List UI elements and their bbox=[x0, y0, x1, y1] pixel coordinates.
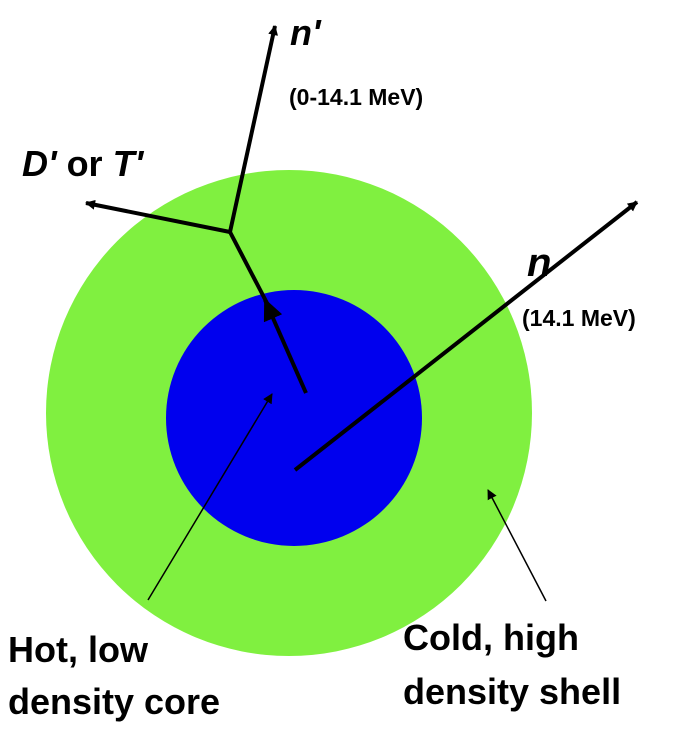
recoil-t-symbol: T' bbox=[113, 143, 145, 184]
core-to-vertex-line bbox=[228, 231, 270, 306]
recoil-ion-label: D' or T' bbox=[22, 143, 145, 184]
shell-label-line1: Cold, high bbox=[403, 617, 579, 658]
scattered-neutron-arrow bbox=[228, 25, 278, 233]
primary-neutron-energy: (14.1 MeV) bbox=[522, 305, 636, 331]
core-label-line1: Hot, low bbox=[8, 629, 149, 670]
scattered-neutron-symbol: n' bbox=[290, 12, 322, 53]
recoil-or-word: or bbox=[57, 143, 113, 184]
scattered-neutron-energy: (0-14.1 MeV) bbox=[289, 84, 423, 110]
core-callout-line bbox=[147, 393, 273, 601]
hot-core bbox=[166, 290, 422, 546]
shell-label-line2: density shell bbox=[403, 671, 621, 712]
primary-neutron-arrow bbox=[293, 200, 639, 472]
core-label-line2: density core bbox=[8, 681, 220, 722]
recoil-ion-arrow bbox=[85, 199, 231, 234]
recoil-d-symbol: D' bbox=[22, 143, 58, 184]
core-to-vertex-arrow bbox=[263, 298, 308, 394]
primary-neutron-symbol: n bbox=[527, 241, 551, 285]
shell-callout-line bbox=[487, 489, 547, 602]
